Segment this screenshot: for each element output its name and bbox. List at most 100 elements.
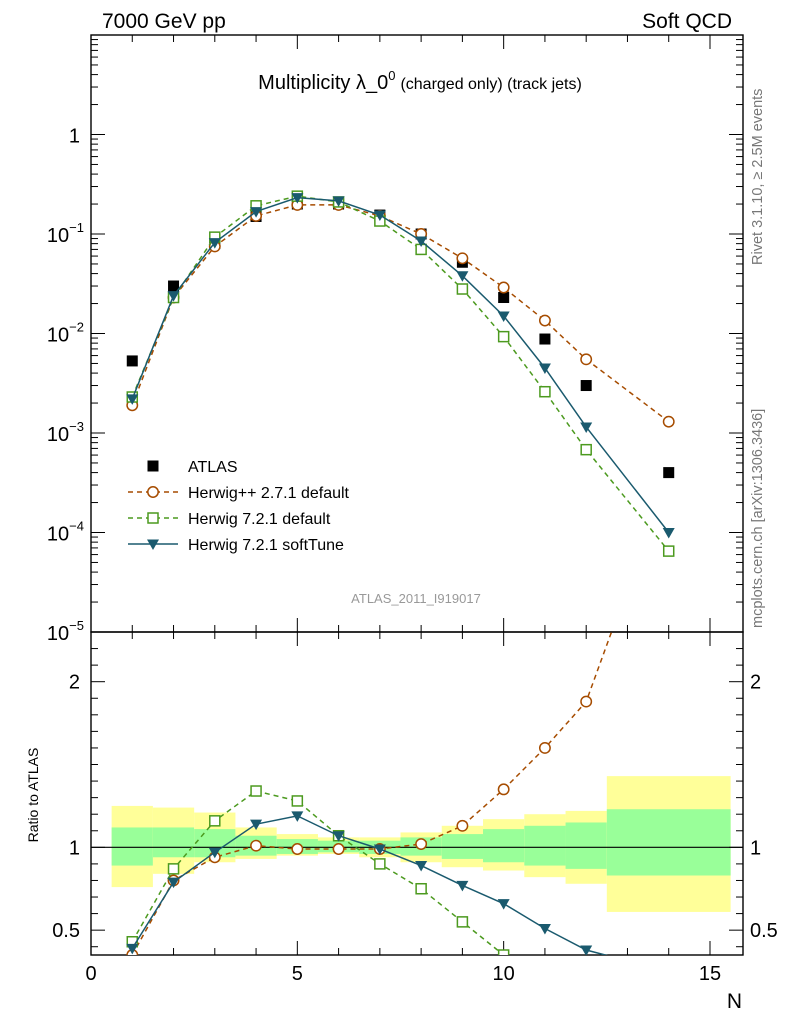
series-3-main-point-11 xyxy=(580,422,593,433)
series-layer xyxy=(126,190,675,1010)
plot-title-main: Multiplicity λ_0 xyxy=(258,72,388,94)
series-2-main-point-9 xyxy=(497,330,510,343)
series-3-ratio-point-10 xyxy=(538,923,551,935)
y-tick-base-0: 10 xyxy=(47,623,69,645)
series-3-ratio-point-9 xyxy=(497,899,510,910)
series-2-ratio-point-9 xyxy=(497,949,510,955)
rivet-label: Rivet 3.1.10, ≥ 2.5M events xyxy=(750,89,766,265)
ratio-tick-label-left-2: 2 xyxy=(69,672,80,694)
series-2-main-point-10 xyxy=(539,385,551,398)
band-inner-10 xyxy=(524,825,566,866)
series-2-ratio-point-4 xyxy=(291,795,304,807)
series-1-ratio-point-9 xyxy=(497,783,510,796)
x-tick-label-15: 15 xyxy=(699,963,721,985)
series-3-ratio-point-5 xyxy=(332,831,345,842)
plot-title-suffix: (charged only) (track jets) xyxy=(400,76,581,93)
series-3-main-point-0 xyxy=(126,394,139,405)
series-2-ratio-point-8 xyxy=(456,916,469,928)
series-1-ratio-point-10 xyxy=(538,741,551,754)
series-3-main-point-4 xyxy=(291,193,304,204)
series-3-main-point-9 xyxy=(497,311,510,322)
x-tick-label-5: 5 xyxy=(292,963,303,985)
series-1-main-point-10 xyxy=(538,314,551,327)
band-inner-12 xyxy=(606,809,731,876)
y-tick-label-main-3: 10−2 xyxy=(47,320,84,347)
series-3-main-point-6 xyxy=(373,210,386,222)
y-tick-base-3: 10 xyxy=(47,325,69,347)
y-tick-label-main-0: 10−5 xyxy=(47,618,84,645)
series-2-ratio-point-11 xyxy=(581,991,591,1001)
series-3-main-point-12 xyxy=(662,528,675,539)
series-2-ratio-point-12 xyxy=(664,1000,674,1010)
ratio-tick-label-right-1: 1 xyxy=(750,837,761,859)
series-3-main-point-3 xyxy=(250,207,263,218)
series-2-ratio-point-7 xyxy=(415,882,427,895)
y-tick-base-2: 10 xyxy=(47,424,69,446)
series-3-ratio-point-3 xyxy=(250,819,263,831)
series-3-main-point-8 xyxy=(456,271,469,282)
series-2-main-point-11 xyxy=(580,443,592,456)
mcplots-label: mcplots.cern.ch [arXiv:1306.3436] xyxy=(750,409,766,628)
series-0-main-point-1 xyxy=(168,280,180,292)
series-0-main-point-0 xyxy=(126,355,138,367)
ratio-tick-label-right-0: 0.5 xyxy=(750,920,778,942)
series-1-main-point-11 xyxy=(580,353,593,366)
series-1-ratio-point-7 xyxy=(415,838,428,850)
series-2-main-point-8 xyxy=(456,283,469,295)
legend: ATLAS Herwig++ 2.7.1 default Herwig 7.2.1 … xyxy=(128,459,350,554)
series-1-ratio-point-5 xyxy=(332,843,345,855)
series-3-main-point-10 xyxy=(538,363,551,375)
series-3-ratio-point-11 xyxy=(580,945,593,955)
series-3-ratio-point-6 xyxy=(373,844,386,855)
series-3-main-point-5 xyxy=(332,196,345,207)
x-axis-label: N xyxy=(727,990,742,1013)
band-inner-1 xyxy=(152,827,195,858)
series-3-main-point-2 xyxy=(208,238,221,249)
y-tick-base-4: 10 xyxy=(47,225,69,247)
ratio-tick-label-left-0: 0.5 xyxy=(52,920,80,942)
series-0-main-point-9 xyxy=(498,292,510,304)
series-1-ratio-point-8 xyxy=(456,819,469,832)
legend-label-2: Herwig 7.2.1 default xyxy=(188,511,331,528)
series-3-main-point-7 xyxy=(415,236,428,248)
series-2-ratio-point-2 xyxy=(209,815,221,827)
legend-marker-0 xyxy=(147,460,159,472)
legend-label-1: Herwig++ 2.7.1 default xyxy=(188,485,350,502)
series-1-ratio-point-3 xyxy=(250,839,263,852)
y-tick-label-main-2: 10−3 xyxy=(47,419,84,446)
series-3-main-point-1 xyxy=(167,291,180,302)
series-2-ratio-point-1 xyxy=(167,863,180,875)
series-1-ratio-point-4 xyxy=(291,843,304,855)
legend-marker-1 xyxy=(147,486,159,498)
ratio-tick-label-left-1: 1 xyxy=(69,837,80,859)
plot-title: Multiplicity λ_00 (charged only) (track j… xyxy=(258,68,582,94)
series-1-main-point-8 xyxy=(456,252,469,265)
series-1-main-point-12 xyxy=(662,415,675,428)
legend-label-0: ATLAS xyxy=(188,459,238,476)
series-3-ratio-point-7 xyxy=(415,861,428,872)
series-3-ratio-point-8 xyxy=(456,880,469,892)
legend-marker-2 xyxy=(147,512,159,524)
header-right: Soft QCD xyxy=(642,10,732,33)
series-2-ratio-point-6 xyxy=(374,858,386,870)
band-inner-0 xyxy=(111,827,153,866)
ratio-axis-label: Ratio to ATLAS xyxy=(25,748,41,843)
y-tick-exp-4: −1 xyxy=(69,220,84,235)
series-0-main-point-12 xyxy=(663,467,675,479)
series-1-ratio-point-11 xyxy=(580,695,593,708)
y-tick-exp-3: −2 xyxy=(69,320,84,335)
y-tick-label-main-5: 1 xyxy=(69,126,80,148)
series-2-main-point-12 xyxy=(662,545,675,557)
series-0-main-point-10 xyxy=(539,333,551,345)
ratio-tick-label-right-2: 2 xyxy=(750,672,761,694)
series-2-ratio-point-3 xyxy=(250,785,262,797)
x-tick-label-0: 0 xyxy=(85,963,96,985)
main-series-group xyxy=(126,190,675,557)
ratio-series-group xyxy=(126,632,674,1010)
band-inner-9 xyxy=(483,829,525,863)
y-tick-label-main-4: 10−1 xyxy=(47,220,84,247)
header-left: 7000 GeV pp xyxy=(102,10,226,33)
y-tick-exp-2: −3 xyxy=(69,419,84,434)
